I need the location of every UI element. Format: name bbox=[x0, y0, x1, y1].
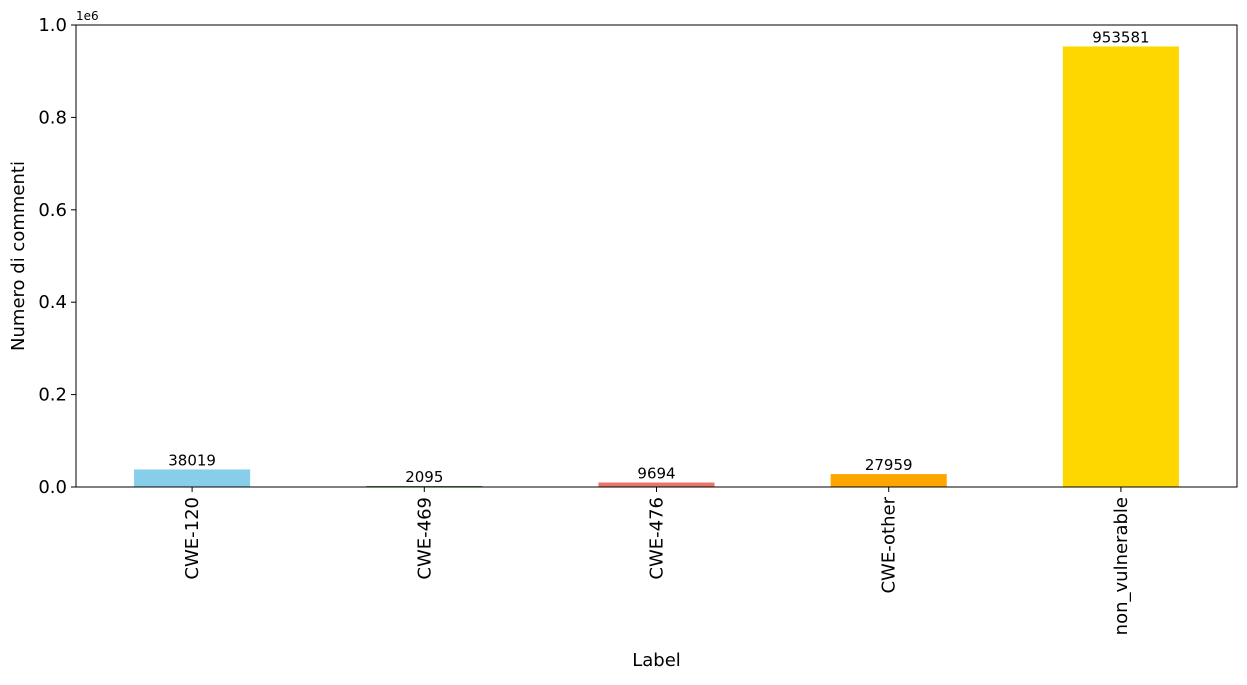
y-tick-label: 0.8 bbox=[38, 107, 67, 128]
y-axis-ticks: 0.0 0.2 0.4 0.6 0.8 1.0 bbox=[38, 15, 76, 498]
bar-value-label: 38019 bbox=[168, 451, 216, 469]
x-tick-label: CWE-120 bbox=[182, 497, 203, 580]
y-tick-label: 0.6 bbox=[38, 200, 67, 221]
y-tick-label: 1.0 bbox=[38, 15, 67, 36]
x-tick-label: non_vulnerable bbox=[1111, 497, 1132, 635]
bars-group bbox=[134, 46, 1179, 487]
bar-non-vulnerable bbox=[1062, 46, 1179, 487]
bar-value-label: 27959 bbox=[865, 456, 913, 474]
y-axis-title: Numero di commenti bbox=[8, 161, 29, 351]
x-tick-label: CWE-other bbox=[879, 496, 900, 593]
bar-cwe-120 bbox=[134, 469, 251, 487]
bar-value-label: 9694 bbox=[637, 465, 675, 483]
x-axis-ticks: CWE-120 CWE-469 CWE-476 CWE-other non_vulner… bbox=[182, 487, 1132, 635]
x-tick-label: CWE-469 bbox=[414, 497, 435, 580]
data-labels-group: 38019 2095 9694 27959 953581 bbox=[168, 28, 1149, 486]
x-tick-label: CWE-476 bbox=[647, 497, 668, 580]
bar-value-label: 2095 bbox=[405, 468, 443, 486]
x-axis-title: Label bbox=[632, 650, 681, 671]
y-axis-offset-label: 1e6 bbox=[76, 9, 99, 23]
bar-value-label: 953581 bbox=[1092, 28, 1149, 46]
y-tick-label: 0.2 bbox=[38, 385, 67, 406]
y-tick-label: 0.0 bbox=[38, 477, 67, 498]
bar-cwe-other bbox=[830, 474, 947, 487]
y-tick-label: 0.4 bbox=[38, 292, 67, 313]
bar-cwe-476 bbox=[598, 482, 715, 487]
